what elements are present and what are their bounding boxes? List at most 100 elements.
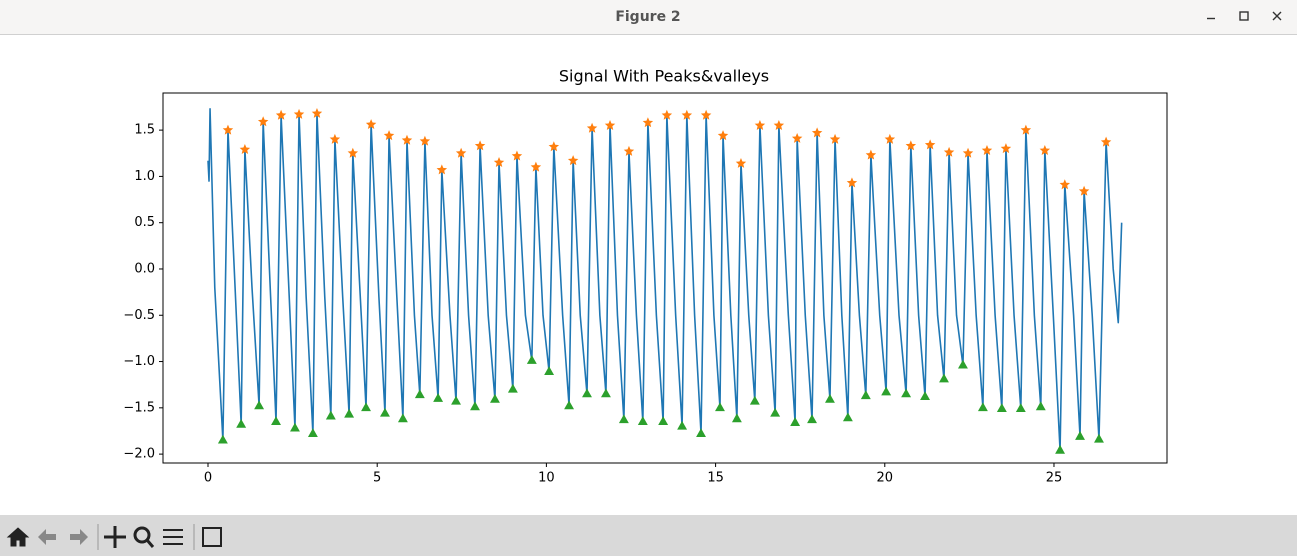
forward-button[interactable] — [70, 529, 88, 545]
valley-marker — [731, 413, 742, 423]
peak-marker — [239, 144, 251, 155]
configure-button[interactable] — [163, 529, 183, 545]
x-tick-label: 10 — [538, 471, 555, 486]
peak-marker — [943, 146, 955, 157]
close-button[interactable] — [1272, 11, 1282, 21]
valley-marker — [451, 395, 461, 405]
y-tick-label: −2.0 — [123, 447, 155, 462]
peak-marker — [365, 119, 377, 130]
valley-marker — [881, 386, 892, 396]
y-tick-label: 1.0 — [134, 169, 155, 184]
valley-marker — [1075, 431, 1085, 440]
pan-button[interactable] — [104, 526, 126, 548]
valley-marker — [749, 395, 760, 405]
y-tick-label: 1.5 — [134, 123, 155, 138]
peak-marker — [981, 144, 993, 155]
valley-marker — [254, 400, 265, 410]
peak-marker — [511, 150, 523, 161]
peak-marker — [829, 133, 841, 144]
valley-marker — [307, 428, 318, 438]
valley-marker — [433, 393, 444, 402]
peak-marker — [905, 140, 917, 151]
peak-marker — [700, 109, 712, 120]
valley-marker — [637, 416, 648, 426]
peak-marker — [474, 140, 486, 151]
peak-marker — [530, 161, 542, 172]
peak-marker — [623, 145, 635, 156]
peak-marker — [604, 119, 616, 130]
back-button[interactable] — [38, 529, 56, 545]
peak-marker — [1039, 144, 1051, 155]
valley-marker — [696, 428, 706, 438]
x-tick-label: 25 — [1046, 471, 1063, 486]
peak-marker — [717, 130, 729, 141]
peak-marker — [222, 124, 234, 135]
window-title: Figure 2 — [615, 9, 680, 25]
peak-marker — [311, 107, 323, 118]
peak-marker — [735, 157, 747, 168]
zoom-handle — [145, 539, 155, 548]
valley-marker — [618, 414, 629, 424]
peak-marker — [419, 135, 431, 146]
peak-marker — [1100, 136, 1112, 147]
peak-marker — [962, 147, 974, 158]
valley-marker — [344, 408, 355, 418]
peak-marker — [661, 109, 673, 120]
peak-marker — [1078, 185, 1090, 196]
x-tick-label: 5 — [373, 471, 381, 486]
valley-marker — [236, 418, 247, 428]
peak-marker — [884, 133, 896, 144]
peak-marker — [1059, 179, 1071, 190]
valley-marker — [271, 416, 281, 426]
valley-marker — [290, 422, 300, 432]
y-tick-label: 0.5 — [134, 215, 155, 230]
valley-marker — [507, 383, 518, 393]
valley-marker — [939, 373, 949, 383]
valley-marker — [807, 414, 817, 424]
toolbar — [0, 515, 1297, 556]
valley-marker — [470, 401, 480, 411]
signal-line — [207, 108, 1123, 452]
valley-marker — [380, 407, 390, 417]
peak-marker — [383, 130, 395, 141]
valley-marker — [842, 412, 853, 422]
title-bar — [0, 0, 1297, 34]
valley-marker — [1094, 433, 1104, 443]
valley-marker — [658, 416, 669, 426]
peak-marker — [865, 149, 877, 160]
save-button[interactable] — [202, 527, 222, 547]
valley-marker — [920, 391, 931, 401]
peak-marker — [811, 127, 823, 138]
valley-marker — [601, 388, 611, 398]
valley-marker — [217, 434, 228, 444]
valley-marker — [490, 393, 500, 403]
peak-marker — [275, 109, 287, 120]
peak-marker — [642, 117, 654, 128]
peak-marker — [548, 141, 560, 152]
window-controls[interactable] — [1207, 11, 1282, 21]
valley-marker — [582, 388, 592, 398]
valley-marker — [526, 355, 537, 364]
valley-marker — [1015, 403, 1026, 413]
valley-marker — [677, 420, 688, 430]
peak-marker — [567, 155, 579, 166]
valley-marker — [325, 410, 336, 420]
valley-marker — [544, 366, 555, 376]
peak-marker — [846, 177, 858, 188]
maximize-button[interactable] — [1239, 11, 1249, 21]
home-button[interactable] — [6, 527, 30, 547]
valley-marker — [770, 407, 781, 417]
peak-marker — [1020, 124, 1032, 135]
valley-marker — [825, 393, 835, 403]
x-tick-label: 20 — [877, 471, 894, 486]
peak-marker — [347, 147, 359, 158]
chart-title: Signal With Peaks&valleys — [559, 67, 769, 86]
valley-marker — [977, 402, 988, 412]
y-tick-label: −1.5 — [123, 400, 155, 415]
peak-marker — [401, 134, 413, 145]
y-tick-label: −1.0 — [123, 354, 155, 369]
toolbar-icons — [6, 524, 222, 550]
peak-marker — [924, 139, 936, 150]
zoom-button[interactable] — [133, 526, 151, 544]
